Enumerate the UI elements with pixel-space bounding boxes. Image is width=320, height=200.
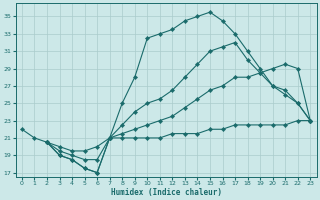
- X-axis label: Humidex (Indice chaleur): Humidex (Indice chaleur): [111, 188, 221, 197]
